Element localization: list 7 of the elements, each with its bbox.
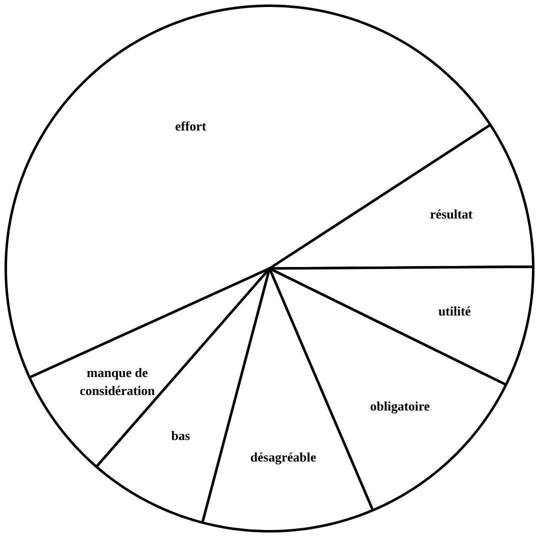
slice-label: obligatoire bbox=[370, 398, 430, 414]
slice-label: effort bbox=[175, 118, 207, 134]
slice-label: désagréable bbox=[250, 450, 316, 465]
slice-label: bas bbox=[171, 428, 190, 444]
slice-label: résultat bbox=[430, 206, 474, 222]
slice-label: utilité bbox=[438, 303, 472, 318]
slice-label: manque de considération bbox=[80, 365, 156, 398]
